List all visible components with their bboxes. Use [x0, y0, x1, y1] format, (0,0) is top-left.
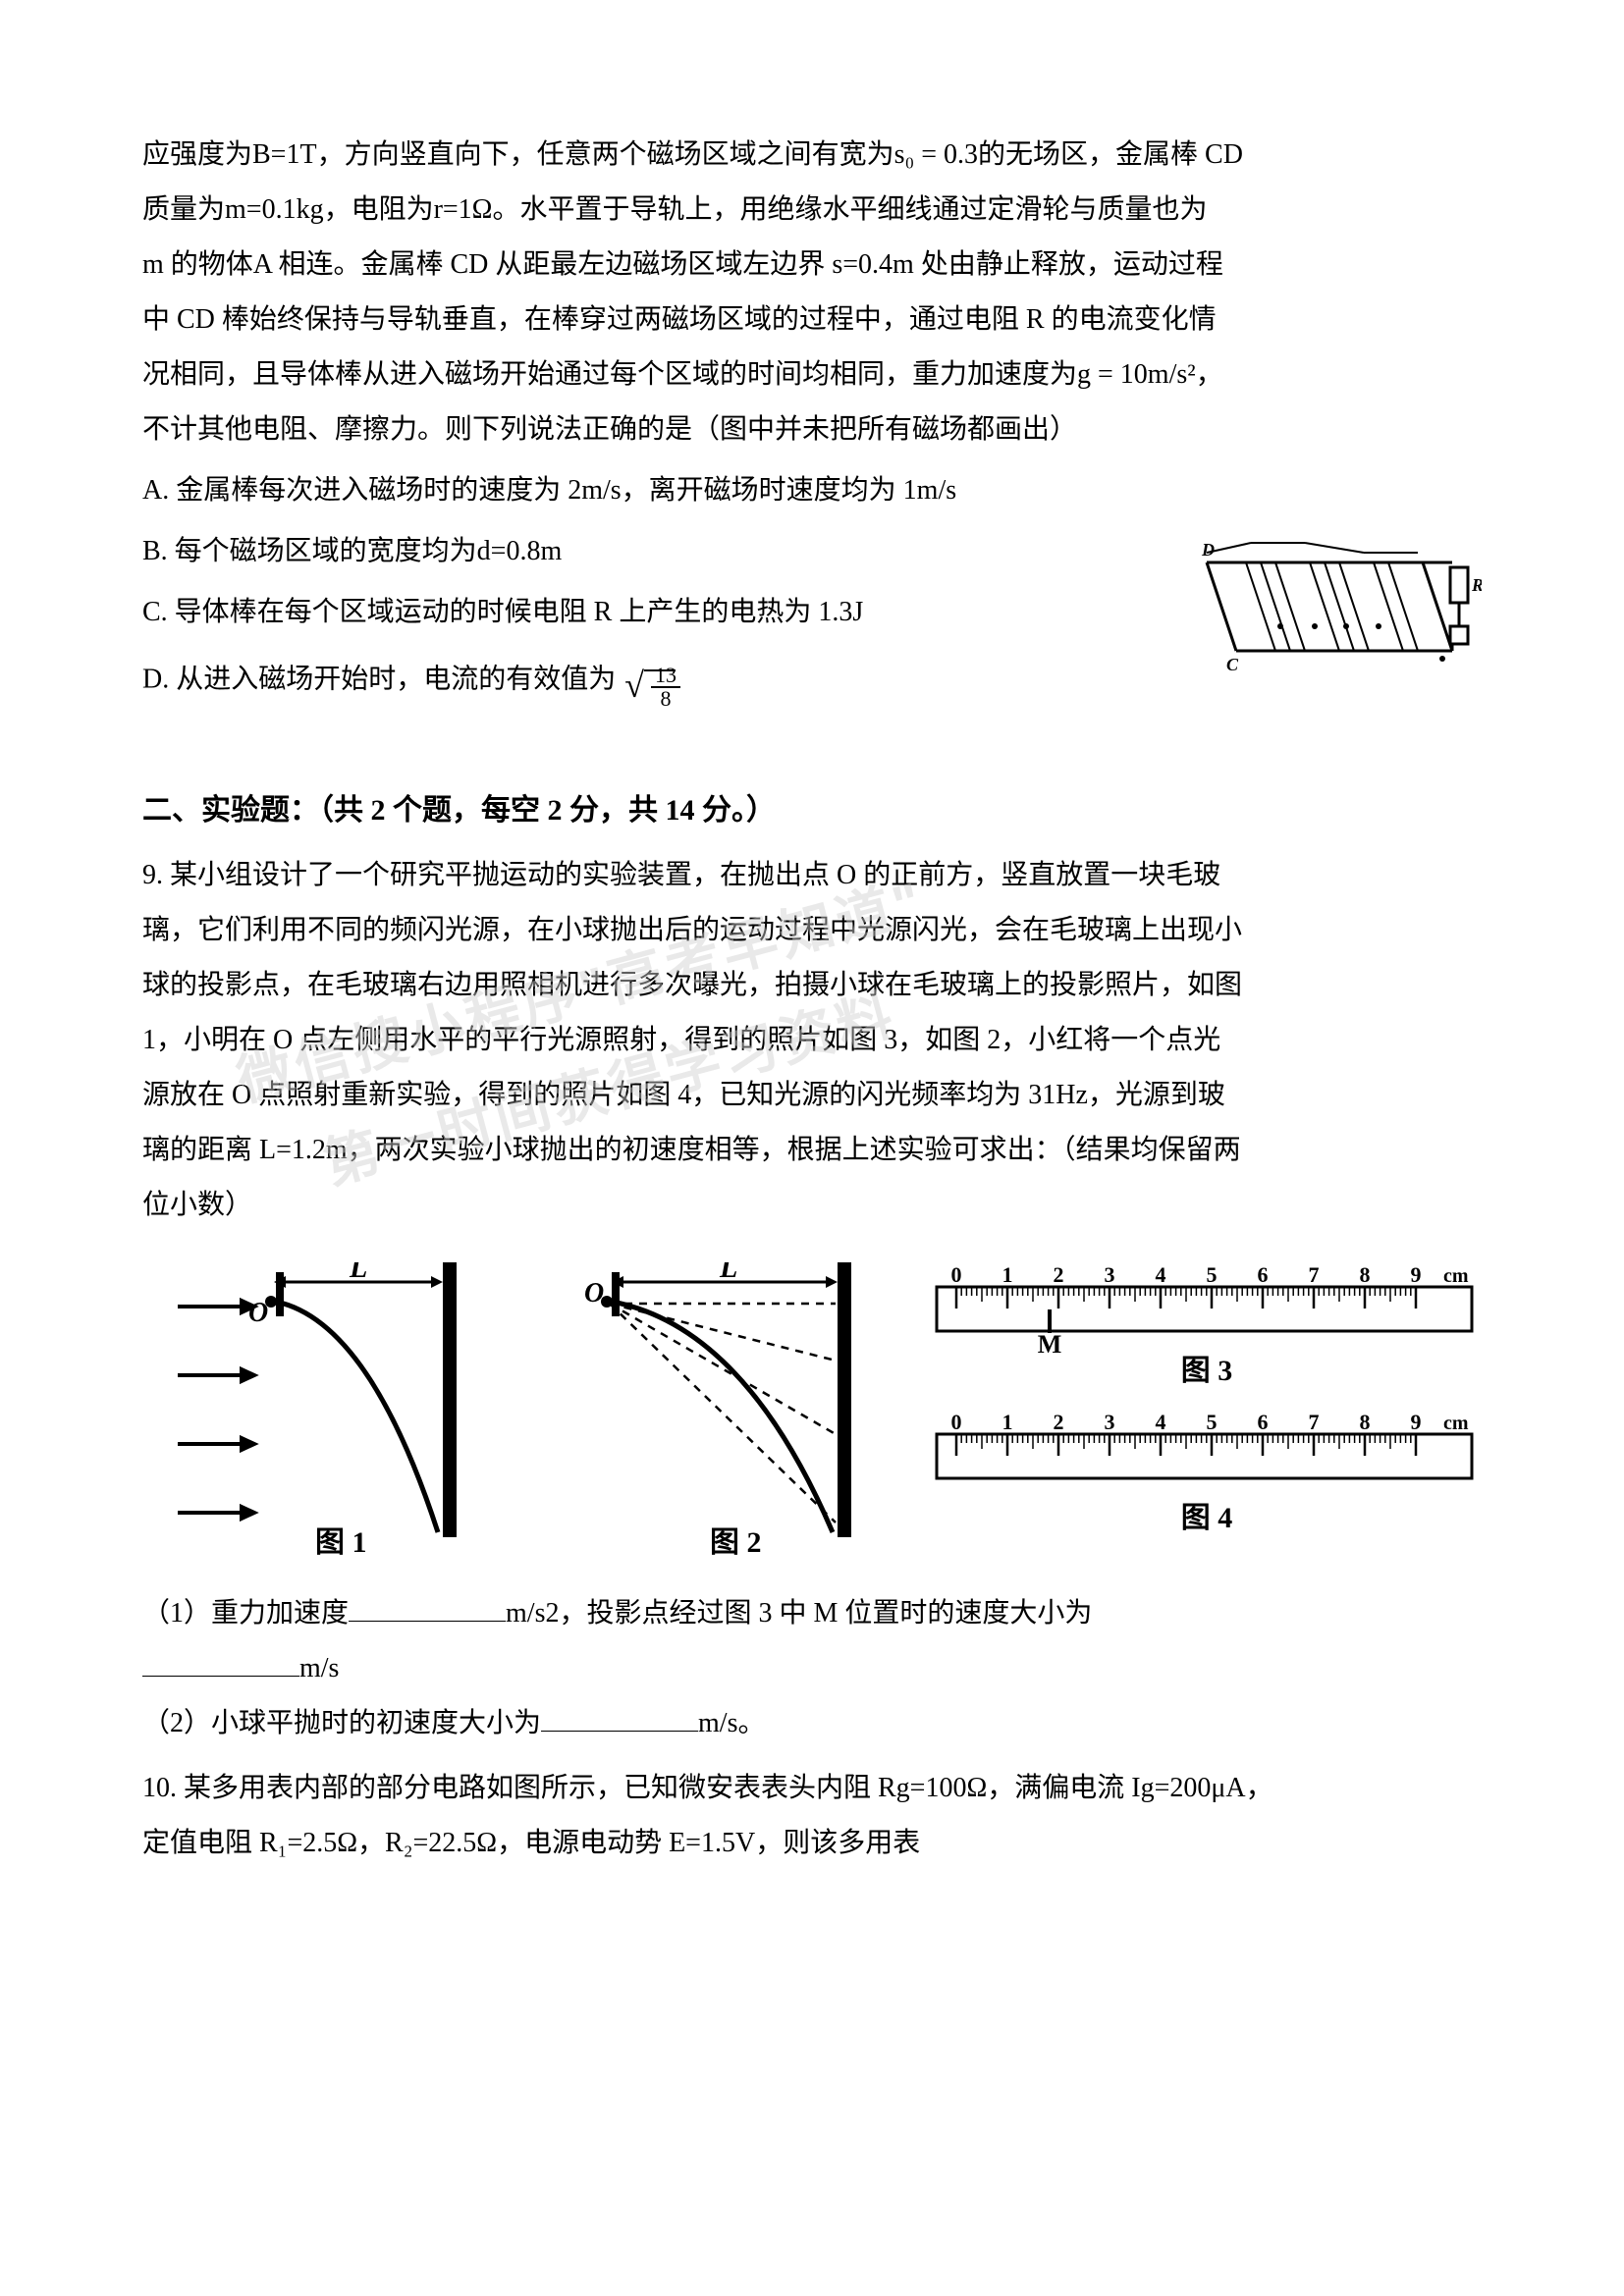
svg-text:1: 1	[1002, 1262, 1013, 1287]
svg-text:L: L	[349, 1262, 367, 1284]
svg-text:9: 9	[1411, 1262, 1422, 1287]
svg-text:8: 8	[1360, 1262, 1371, 1287]
figure-2: O L 图 2	[537, 1262, 912, 1557]
p-line-5: 况相同，且导体棒从进入磁场开始通过每个区域的时间均相同，重力加速度为g = 10…	[142, 347, 1482, 402]
svg-text:R: R	[1471, 575, 1482, 595]
svg-text:5: 5	[1207, 1262, 1218, 1287]
rulers-column: 0 1 2 3 4 5 6 7 8 9 cm 图 3 M 0 1 2 3 4 5 6 7 8 9 cm 图 4	[932, 1262, 1482, 1557]
svg-text:2: 2	[1054, 1410, 1064, 1434]
q9-sub2-a: （2）小球平抛时的初速度大小为	[142, 1708, 541, 1738]
option-d-prefix: D. 从进入磁场开始时，电流的有效值为	[142, 664, 616, 694]
figure-1: O L 图 1	[142, 1262, 517, 1557]
svg-text:0: 0	[951, 1262, 962, 1287]
svg-text:图 3: 图 3	[1181, 1355, 1233, 1387]
svg-text:4: 4	[1156, 1262, 1166, 1287]
rail-circuit-diagram: D C R	[1197, 528, 1482, 690]
svg-text:9: 9	[1411, 1410, 1422, 1434]
q9-sub1-a: （1）重力加速度	[142, 1598, 349, 1629]
q9-sub1-b: m/s2，投影点经过图 3 中 M 位置时的速度大小为	[506, 1598, 1092, 1629]
frac-num: 13	[651, 665, 680, 688]
svg-text:4: 4	[1156, 1410, 1166, 1434]
frac-den: 8	[651, 688, 680, 710]
svg-text:O: O	[584, 1278, 604, 1308]
ruler-figure-4: 0 1 2 3 4 5 6 7 8 9 cm 图 4	[932, 1410, 1482, 1537]
svg-text:D: D	[1201, 540, 1215, 560]
q9-sub1-c: m/s	[299, 1653, 339, 1683]
svg-text:5: 5	[1207, 1410, 1218, 1434]
q9-sub1: （1）重力加速度 m/s2，投影点经过图 3 中 M 位置时的速度大小为	[142, 1586, 1482, 1641]
svg-text:cm: cm	[1443, 1265, 1469, 1287]
svg-text:6: 6	[1258, 1262, 1269, 1287]
section-2-heading: 二、实验题：（共 2 个题，每空 2 分，共 14 分。）	[142, 785, 1482, 828]
q9-line-2: 璃，它们利用不同的频闪光源，在小球抛出后的运动过程中光源闪光，会在毛玻璃上出现小	[142, 903, 1482, 958]
svg-text:图 4: 图 4	[1181, 1502, 1233, 1534]
fig2-label-text: 图 2	[710, 1526, 762, 1557]
p-line-3: m 的物体A 相连。金属棒 CD 从距最左边磁场区域左边界 s=0.4m 处由静…	[142, 238, 1482, 293]
blank-1	[349, 1598, 506, 1622]
p-line-4: 中 CD 棒始终保持与导轨垂直，在棒穿过两磁场区域的过程中，通过电阻 R 的电流…	[142, 293, 1482, 347]
svg-text:7: 7	[1309, 1410, 1320, 1434]
q9-line-4: 1，小明在 O 点左侧用水平的平行光源照射，得到的照片如图 3，如图 2，小红将…	[142, 1013, 1482, 1068]
fig1-label-text: 图 1	[315, 1526, 367, 1557]
q9-sub2-b: m/s。	[698, 1708, 765, 1738]
q9-sub2: （2）小球平抛时的初速度大小为 m/s。	[142, 1696, 1482, 1751]
q9-line-5: 源放在 O 点照射重新实验，得到的照片如图 4，已知光源的闪光频率均为 31Hz…	[142, 1068, 1482, 1123]
p-line-2: 质量为m=0.1kg，电阻为r=1Ω。水平置于导轨上，用绝缘水平细线通过定滑轮与…	[142, 183, 1482, 238]
svg-text:0: 0	[951, 1410, 962, 1434]
svg-text:C: C	[1226, 655, 1239, 674]
option-b: B. 每个磁场区域的宽度均为d=0.8m	[142, 524, 1177, 579]
option-c: C. 导体棒在每个区域运动的时候电阻 R 上产生的电热为 1.3J	[142, 585, 1177, 640]
svg-text:3: 3	[1105, 1410, 1115, 1434]
svg-text:M: M	[1038, 1330, 1062, 1359]
svg-text:3: 3	[1105, 1262, 1115, 1287]
ruler-figure-3: 0 1 2 3 4 5 6 7 8 9 cm 图 3 M	[932, 1262, 1482, 1390]
q10-line-1: 10. 某多用表内部的部分电路如图所示，已知微安表表头内阻 Rg=100Ω，满偏…	[142, 1761, 1482, 1816]
svg-text:8: 8	[1360, 1410, 1371, 1434]
q9-line-1: 9. 某小组设计了一个研究平抛运动的实验装置，在抛出点 O 的正前方，竖直放置一…	[142, 848, 1482, 903]
option-a: A. 金属棒每次进入磁场时的速度为 2m/s，离开磁场时速度均为 1m/s	[142, 463, 1482, 518]
svg-text:O: O	[248, 1298, 268, 1328]
q9-line-3: 球的投影点，在毛玻璃右边用照相机进行多次曝光，拍摄小球在毛玻璃上的投影照片，如图	[142, 958, 1482, 1013]
q9-body: 9. 某小组设计了一个研究平抛运动的实验装置，在抛出点 O 的正前方，竖直放置一…	[142, 848, 1482, 1233]
options-with-figure: B. 每个磁场区域的宽度均为d=0.8m C. 导体棒在每个区域运动的时候电阻 …	[142, 518, 1482, 717]
blank-2	[142, 1653, 299, 1677]
blank-3	[541, 1708, 698, 1732]
figures-row: O L 图 1 O L	[142, 1262, 1482, 1557]
q10-line-2: 定值电阻 R₁=2.5Ω，R₂=22.5Ω，电源电动势 E=1.5V，则该多用表	[142, 1816, 1482, 1871]
svg-text:1: 1	[1002, 1410, 1013, 1434]
q9-line-6: 璃的距离 L=1.2m，两次实验小球抛出的初速度相等，根据上述实验可求出：（结果…	[142, 1123, 1482, 1178]
q9-line-7: 位小数）	[142, 1178, 1482, 1233]
option-d: D. 从进入磁场开始时，电流的有效值为 √ 138	[142, 646, 1177, 717]
problem-intro-paragraph: 应强度为B=1T，方向竖直向下，任意两个磁场区域之间有宽为s₀ = 0.3的无场…	[142, 128, 1482, 457]
svg-text:L: L	[719, 1262, 737, 1284]
svg-text:cm: cm	[1443, 1413, 1469, 1434]
q9-sub1-cont: m/s	[142, 1641, 1482, 1696]
sqrt-expression: √ 138	[624, 646, 680, 717]
svg-text:7: 7	[1309, 1262, 1320, 1287]
svg-text:6: 6	[1258, 1410, 1269, 1434]
p-line-6: 不计其他电阻、摩擦力。则下列说法正确的是（图中并未把所有磁场都画出）	[142, 402, 1482, 457]
p-line-1: 应强度为B=1T，方向竖直向下，任意两个磁场区域之间有宽为s₀ = 0.3的无场…	[142, 128, 1482, 183]
svg-text:2: 2	[1054, 1262, 1064, 1287]
